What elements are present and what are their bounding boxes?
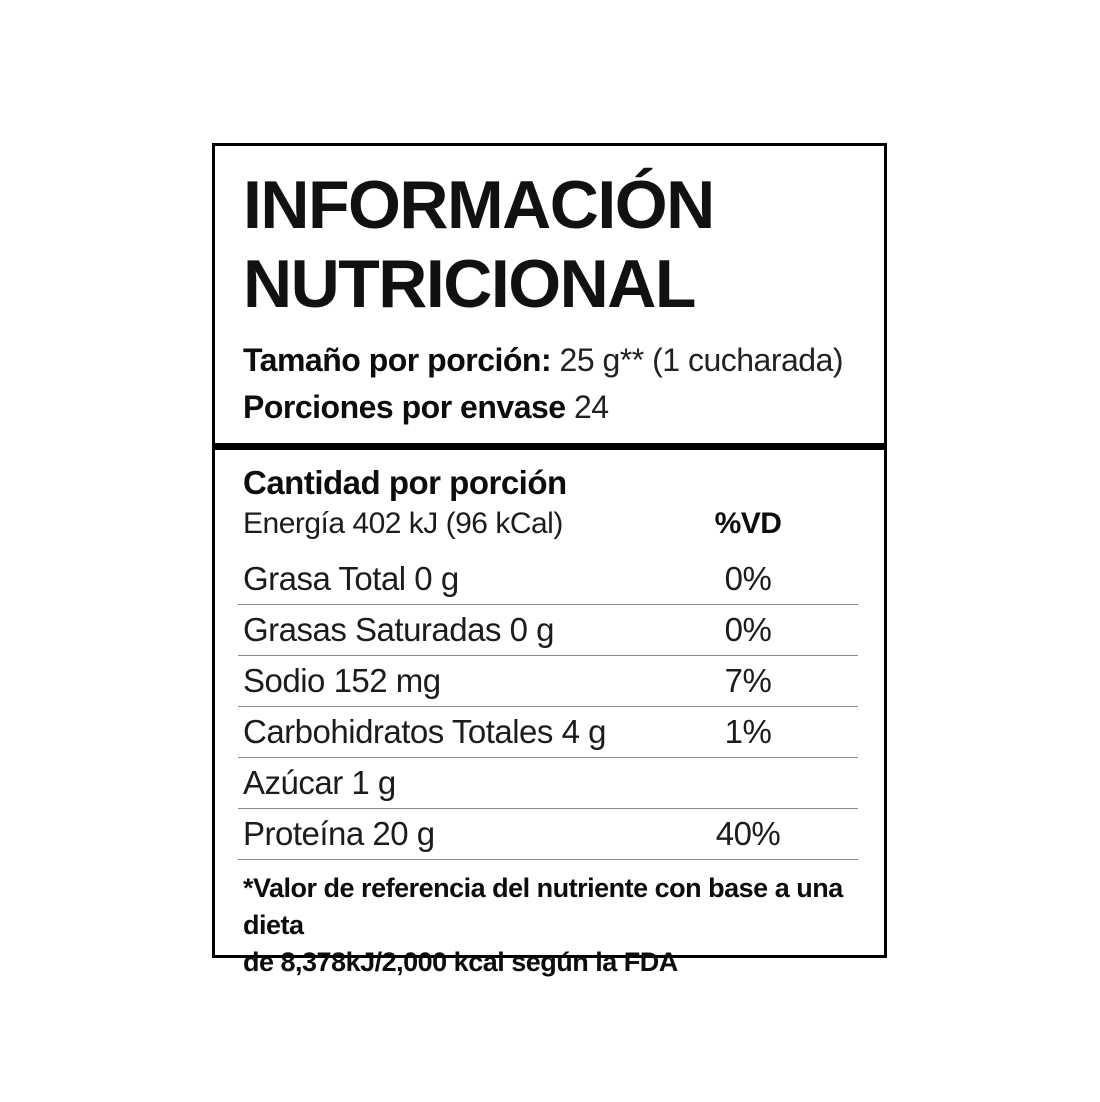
footnote-line1: *Valor de referencia del nutriente con b… <box>243 873 843 940</box>
nutrient-dv: 1% <box>724 713 772 750</box>
reference-footnote: *Valor de referencia del nutriente con b… <box>238 860 858 981</box>
label-title-line1: INFORMACIÓN <box>243 167 715 243</box>
serving-size-line: Tamaño por porción: 25 g** (1 cucharada) <box>243 341 858 379</box>
nutrient-name: Proteína 20 g <box>243 815 435 852</box>
nutrient-name: Carbohidratos Totales 4 g <box>243 713 606 750</box>
table-row: Grasas Saturadas 0 g 0% <box>238 605 858 656</box>
nutrition-label: INFORMACIÓN NUTRICIONAL Tamaño por porció… <box>212 143 887 977</box>
nutrient-dv: 0% <box>724 560 772 597</box>
label-title-line2: NUTRICIONAL <box>243 246 696 322</box>
nutrient-dv: 0% <box>724 611 772 648</box>
nutrient-name: Sodio 152 mg <box>243 662 441 699</box>
table-row: Azúcar 1 g <box>238 758 858 809</box>
table-row: Carbohidratos Totales 4 g 1% <box>238 707 858 758</box>
footnote-line2: de 8,378kJ/2,000 kcal según la FDA <box>243 947 678 977</box>
label-title: INFORMACIÓN NUTRICIONAL <box>243 166 858 324</box>
amount-per-serving-header: Cantidad por porción <box>243 464 567 501</box>
dv-column-header: %VD <box>714 507 782 540</box>
nutrient-table-section: Cantidad por porción Energía 402 kJ (96 … <box>215 450 884 981</box>
nutrient-name: Azúcar 1 g <box>243 764 396 801</box>
servings-per-container-line: Porciones por envase 24 <box>243 388 858 426</box>
nutrient-dv: 40% <box>715 815 781 852</box>
thick-divider-bar <box>215 443 884 450</box>
table-row: Grasa Total 0 g 0% <box>238 554 858 605</box>
nutrient-name: Grasas Saturadas 0 g <box>243 611 555 648</box>
energy-label: Energía 402 kJ (96 kCal) <box>243 507 563 540</box>
servings-per-container-value: 24 <box>573 389 609 425</box>
nutrient-dv: 7% <box>724 662 772 699</box>
label-header-section: INFORMACIÓN NUTRICIONAL Tamaño por porció… <box>215 146 884 443</box>
serving-size-value: 25 g** (1 cucharada) <box>559 342 844 378</box>
energy-row: Energía 402 kJ (96 kCal) %VD <box>238 502 858 546</box>
nutrient-name: Grasa Total 0 g <box>243 560 459 597</box>
table-row: Sodio 152 mg 7% <box>238 656 858 707</box>
servings-per-container-label: Porciones por envase <box>243 389 566 425</box>
table-row: Proteína 20 g 40% <box>238 809 858 860</box>
serving-size-label: Tamaño por porción: <box>243 342 552 378</box>
